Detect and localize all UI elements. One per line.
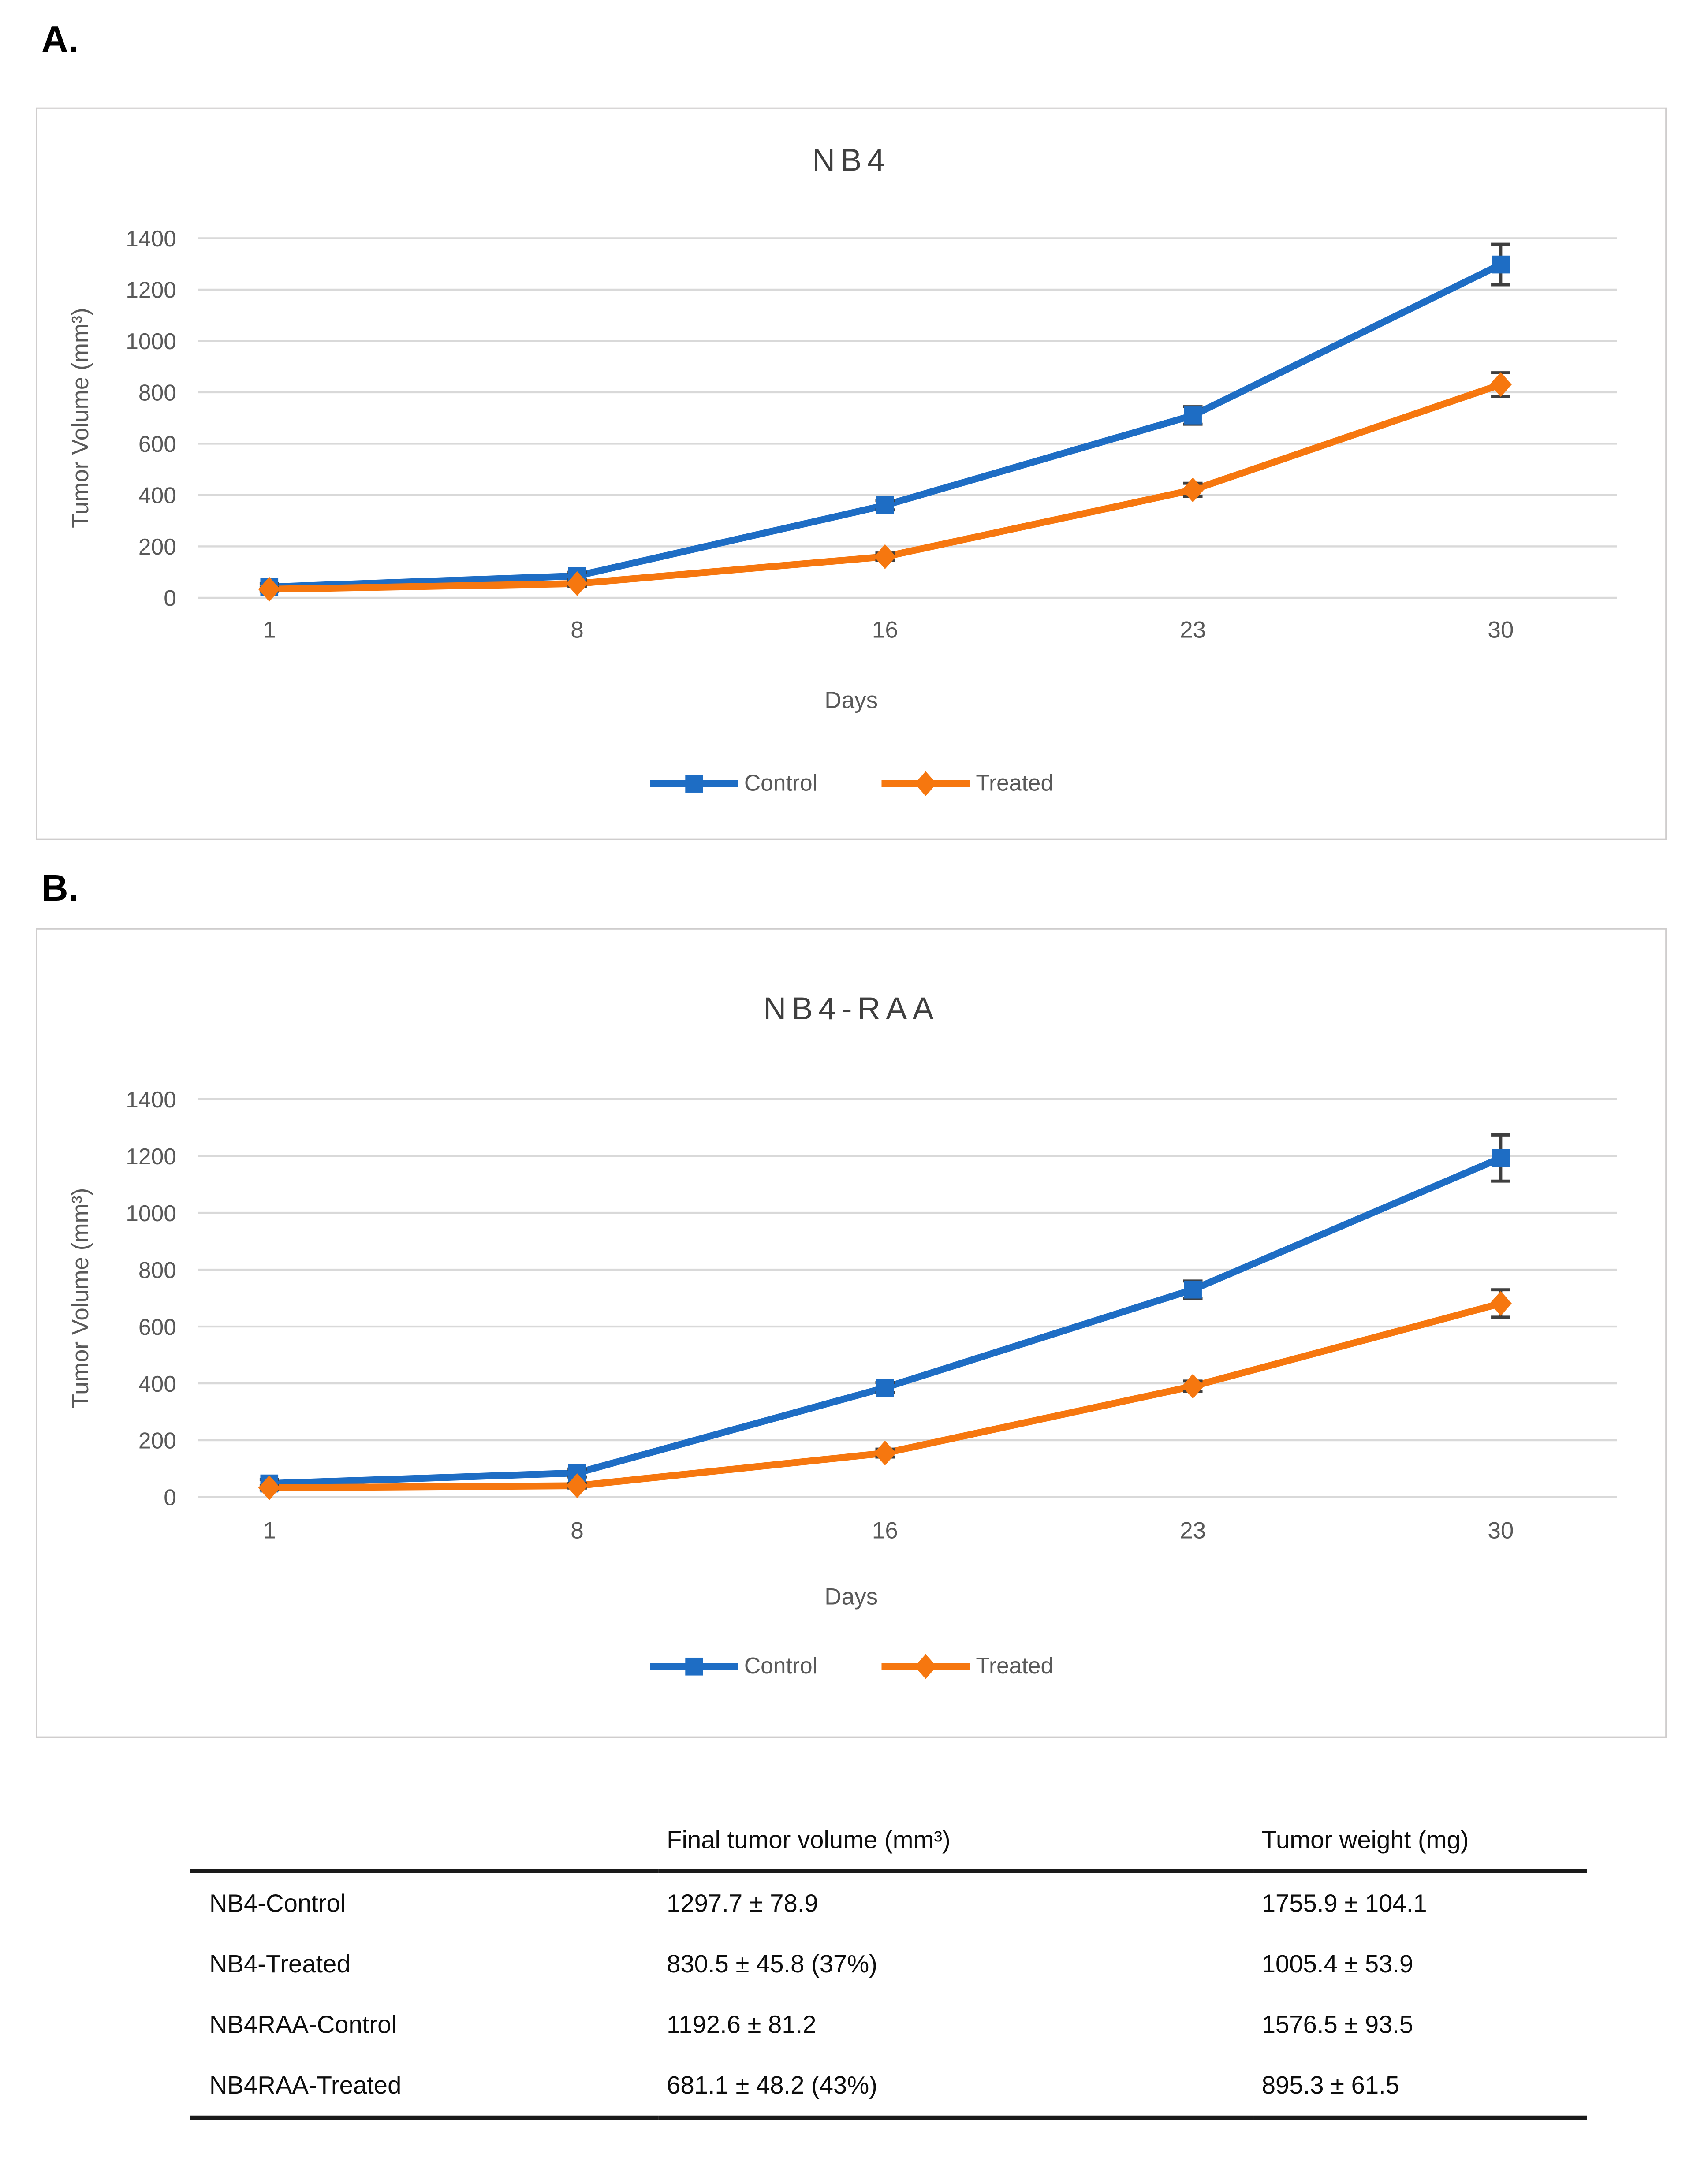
panel-a: NB4 0 200 400 600 800 1000 1200 1400 1 8 16 23 30 Tum… xyxy=(36,107,1667,840)
data-point-marker-treated xyxy=(1182,1374,1204,1399)
panel-b: NB4-RAA 0 200 400 600 800 1000 1200 1400 1 8 16 23 3… xyxy=(36,928,1667,1738)
legend-marker xyxy=(686,1657,704,1676)
legend-item-control: Control xyxy=(649,770,817,797)
x-tick-label: 23 xyxy=(1180,617,1206,643)
tumor-weight-value: 895.3 ± 61.5 xyxy=(1253,2055,1587,2120)
y-tick-label: 0 xyxy=(164,1485,176,1510)
data-point-marker-control xyxy=(1184,1280,1202,1299)
legend-marker-square-icon xyxy=(650,1657,739,1676)
y-tick-label: 1000 xyxy=(126,328,176,354)
final-tumor-volume-value: 830.5 ± 45.8 (37%) xyxy=(667,1950,878,1978)
legend-marker-diamond-icon xyxy=(882,1654,970,1679)
x-tick-label: 16 xyxy=(872,617,898,643)
y-tick-label: 800 xyxy=(138,380,176,406)
y-tick-label: 0 xyxy=(164,585,176,611)
table-row: NB4-Treated 830.5 ± 45.8 (37%) 1005.4 ± 53… xyxy=(190,1934,1587,1994)
tumor-weight-value: 1576.5 ± 93.5 xyxy=(1261,2011,1413,2038)
legend-item-control: Control xyxy=(649,1653,817,1680)
data-point-marker-control xyxy=(876,496,894,514)
data-point-marker-treated xyxy=(1489,1291,1512,1316)
legend-label: Control xyxy=(744,1653,818,1678)
panel-a-label: A. xyxy=(41,19,79,61)
table-header-col2: Tumor weight (mg) xyxy=(1253,1821,1587,1873)
y-axis-title: Tumor Volume (mm³) xyxy=(67,308,93,528)
legend-item-treated: Treated xyxy=(881,770,1053,797)
table-header-blank xyxy=(190,1821,659,1873)
data-point-marker-treated xyxy=(1182,477,1204,503)
row-label: NB4RAA-Control xyxy=(209,2011,397,2038)
table-header-col1: Final tumor volume (mm³) xyxy=(658,1821,1254,1873)
table-row: NB4RAA-Treated 681.1 ± 48.2 (43%) 895.3 ± … xyxy=(190,2055,1587,2120)
row-label: NB4RAA-Treated xyxy=(190,2055,659,2120)
data-point-marker-control xyxy=(1492,255,1510,274)
table-header: Final tumor volume (mm³) Tumor weight (mg… xyxy=(190,1821,1587,1873)
legend-marker xyxy=(686,775,704,793)
y-tick-label: 1400 xyxy=(126,226,176,251)
summary-table: Final tumor volume (mm³) Tumor weight (mg… xyxy=(190,1821,1587,2120)
x-tick-label: 1 xyxy=(263,1518,276,1544)
legend-label: Control xyxy=(744,770,818,796)
table-row: NB4-Control 1297.7 ± 78.9 1755.9 ± 104.1 xyxy=(190,1871,1587,1934)
y-tick-label: 400 xyxy=(138,1371,176,1397)
y-tick-label: 1200 xyxy=(126,277,176,303)
x-tick-label: 16 xyxy=(872,1518,898,1544)
chart-a-legend: Control Treated xyxy=(649,770,1053,797)
data-point-marker-control xyxy=(1492,1149,1510,1167)
x-tick-label: 8 xyxy=(571,1518,584,1544)
y-axis-title: Tumor Volume (mm³) xyxy=(67,1188,93,1409)
final-tumor-volume-value: 681.1 ± 48.2 (43%) xyxy=(658,2055,1254,2120)
x-tick-label: 30 xyxy=(1488,1518,1514,1544)
y-tick-label: 600 xyxy=(138,431,176,457)
x-tick-label: 8 xyxy=(571,617,584,643)
data-point-marker-treated xyxy=(566,1473,589,1498)
panel-b-label: B. xyxy=(41,868,79,909)
series-line-control xyxy=(265,1155,1504,1487)
y-tick-label: 600 xyxy=(138,1314,176,1340)
final-tumor-volume-value: 1297.7 ± 78.9 xyxy=(667,1889,818,1917)
chart-a-plot-area: 0 200 400 600 800 1000 1200 1400 1 8 16 23 30 Tumor V… xyxy=(67,226,1617,643)
tumor-weight-value: 1755.9 ± 104.1 xyxy=(1261,1889,1427,1917)
chart-b-x-axis-title: Days xyxy=(824,1584,878,1610)
y-tick-label: 1000 xyxy=(126,1200,176,1226)
series-line-control xyxy=(265,261,1504,591)
data-point-marker-control xyxy=(876,1379,894,1397)
legend-marker-square-icon xyxy=(650,775,739,793)
data-point-marker-treated xyxy=(874,544,896,569)
legend-marker xyxy=(915,771,937,796)
tumor-weight-value: 1005.4 ± 53.9 xyxy=(1261,1950,1413,1978)
chart-b-plot-area: 0 200 400 600 800 1000 1200 1400 1 8 16 23 30 Tumor V… xyxy=(67,1087,1617,1544)
x-tick-label: 23 xyxy=(1180,1518,1206,1544)
chart-b-legend: Control Treated xyxy=(649,1653,1053,1680)
tumor-summary-table: Final tumor volume (mm³) Tumor weight (mg… xyxy=(190,1821,1587,2120)
row-label: NB4-Control xyxy=(209,1889,346,1917)
data-point-marker-control xyxy=(1184,406,1202,425)
table-row: NB4RAA-Control 1192.6 ± 81.2 1576.5 ± 93.5 xyxy=(190,1994,1587,2055)
legend-label: Treated xyxy=(976,1653,1054,1678)
legend-marker-diamond-icon xyxy=(882,771,970,796)
chart-a-title: NB4 xyxy=(812,142,891,178)
legend-label: Treated xyxy=(976,770,1054,796)
chart-a-x-axis-title: Days xyxy=(824,687,878,714)
x-tick-label: 1 xyxy=(263,617,276,643)
y-tick-label: 200 xyxy=(138,534,176,559)
chart-b-title: NB4-RAA xyxy=(763,990,940,1026)
y-tick-label: 400 xyxy=(138,483,176,508)
y-tick-label: 800 xyxy=(138,1257,176,1283)
y-tick-label: 200 xyxy=(138,1428,176,1453)
row-label: NB4-Treated xyxy=(209,1950,351,1978)
y-tick-label: 1200 xyxy=(126,1144,176,1169)
legend-marker xyxy=(915,1654,937,1679)
legend-item-treated: Treated xyxy=(881,1653,1053,1680)
final-tumor-volume-value: 1192.6 ± 81.2 xyxy=(667,2011,817,2038)
y-tick-label: 1400 xyxy=(126,1087,176,1112)
data-point-marker-treated xyxy=(874,1440,896,1466)
x-tick-label: 30 xyxy=(1488,617,1514,643)
